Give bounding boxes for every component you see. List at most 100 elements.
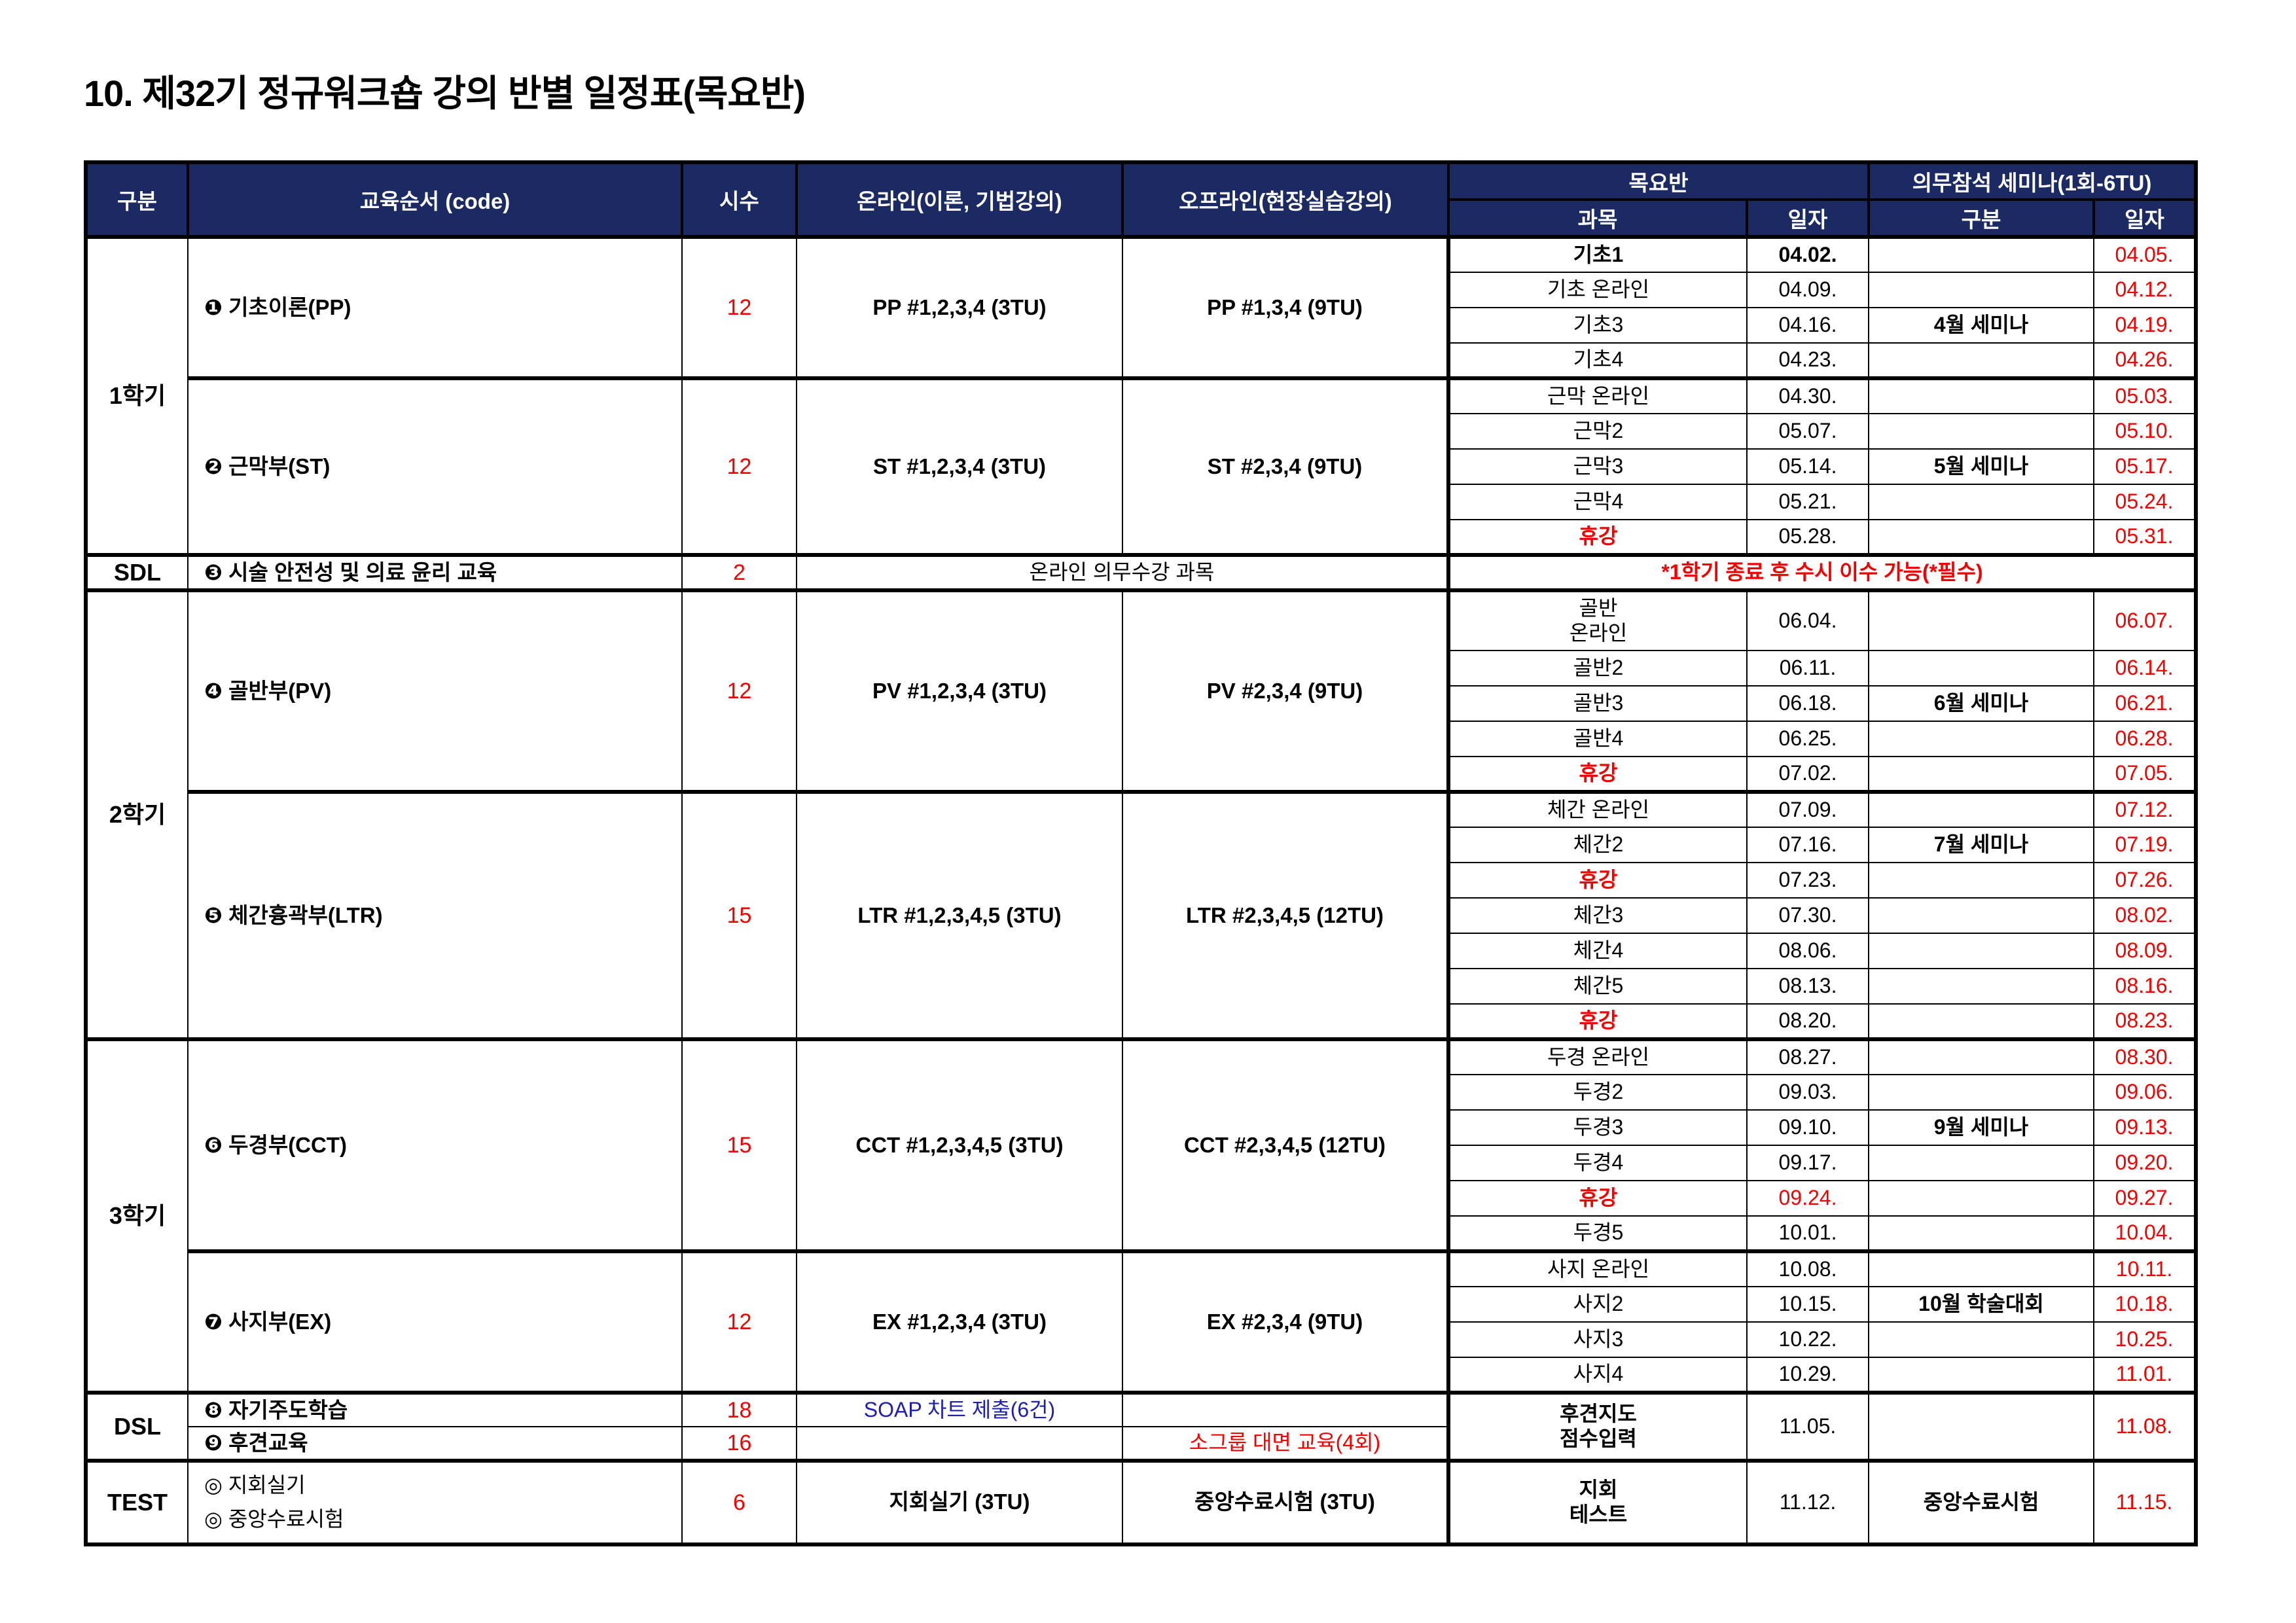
seminar-date-cell: 09.27.: [2093, 1180, 2197, 1217]
seminar-cell: [1868, 1215, 2094, 1252]
seminar-cell: [1868, 588, 2094, 651]
seminar-cell: [1868, 1391, 2094, 1461]
course-name-mentoring: ❾ 후견교육: [187, 1426, 683, 1461]
hours-ltr: 15: [681, 790, 797, 1040]
empty-cell: [796, 1426, 1123, 1461]
class-date-cell: 06.18.: [1746, 685, 1869, 722]
test-name-jihoe: ◎ 지회실기: [204, 1473, 306, 1497]
seminar-cell: [1868, 968, 2094, 1005]
subject-cell: 체간 온라인: [1446, 790, 1748, 828]
subject-cell: 기초3: [1446, 307, 1748, 344]
subject-cell: 근막3: [1446, 448, 1748, 485]
course-name-st: ❷ 근막부(ST): [187, 376, 683, 556]
class-date-cell: 04.30.: [1746, 376, 1869, 414]
header-row-1: 구분 교육순서 (code) 시수 온라인(이론, 기법강의) 오프라인(현장실…: [84, 161, 2197, 238]
subject-cell: 기초4: [1446, 342, 1748, 379]
row-geunmak3: 근막3 05.14. 5월 세미나 05.17.: [86, 448, 2197, 485]
seminar-cell: [1868, 1249, 2094, 1287]
empty-cell: [1122, 1391, 1449, 1427]
row-golban4: 골반4 06.25. 06.28.: [86, 721, 2197, 757]
row-geunmak-online: ❷ 근막부(ST) 12 ST #1,2,3,4 (3TU) ST #2,3,4…: [86, 376, 2197, 556]
seminar-date-cell: 08.02.: [2093, 897, 2197, 934]
hours-ex: 12: [681, 1249, 797, 1393]
course-name-sdl: ❸ 시술 안전성 및 의료 윤리 교육: [187, 553, 683, 591]
class-date-cell: 09.03.: [1746, 1074, 1869, 1111]
section-label-test: TEST: [85, 1459, 188, 1545]
row-chegan4: 체간4 08.06. 08.09.: [86, 933, 2197, 969]
subject-cell: 사지3: [1446, 1321, 1748, 1358]
seminar-date-cell: 04.12.: [2093, 272, 2197, 308]
class-date-cell: 07.30.: [1746, 897, 1869, 934]
seminar-cell: [1868, 1037, 2094, 1075]
section-label-dsl: DSL: [85, 1391, 188, 1461]
seminar-cell: 중앙수료시험: [1868, 1459, 2094, 1545]
schedule-table-container: 구분 교육순서 (code) 시수 온라인(이론, 기법강의) 오프라인(현장실…: [84, 160, 2198, 1546]
seminar-cell: [1868, 790, 2094, 828]
row-hyugang-4: 휴강 08.20. 08.23.: [86, 1003, 2197, 1040]
seminar-date-cell: 05.10.: [2093, 413, 2197, 450]
hours-test: 6: [681, 1459, 797, 1545]
class-date-cell: 04.16.: [1746, 307, 1869, 344]
class-date-cell: 10.22.: [1746, 1321, 1869, 1358]
online-ltr: LTR #1,2,3,4,5 (3TU): [796, 790, 1123, 1040]
section-label-sdl: SDL: [85, 553, 188, 591]
seminar-date-cell: 04.19.: [2093, 307, 2197, 344]
hours-pp: 12: [681, 235, 797, 379]
course-name-test: ◎ 지회실기 ◎ 중앙수료시험: [187, 1459, 683, 1545]
seminar-cell: [1868, 721, 2094, 757]
offline-mentoring: 소그룹 대면 교육(4회): [1122, 1426, 1449, 1461]
class-date-cell: 05.14.: [1746, 448, 1869, 485]
subject-cell: 사지 온라인: [1446, 1249, 1748, 1287]
row-chegan3: 체간3 07.30. 08.02.: [86, 897, 2197, 934]
online-pv: PV #1,2,3,4 (3TU): [796, 588, 1123, 793]
row-gicho4: 기초4 04.23. 04.26.: [86, 342, 2197, 379]
row-saji-online: ❼ 사지부(EX) 12 EX #1,2,3,4 (3TU) EX #2,3,4…: [86, 1249, 2197, 1393]
class-date-cell: 06.11.: [1746, 650, 1869, 687]
seminar-date-cell: 10.25.: [2093, 1321, 2197, 1358]
class-date-cell: 06.25.: [1746, 721, 1869, 757]
sdl-online-offline-cell: 온라인 의무수강 과목: [796, 553, 1449, 591]
subject-cell: 휴강: [1446, 1003, 1748, 1040]
class-date-cell: 04.02.: [1746, 235, 1869, 273]
row-saji4: 사지4 10.29. 11.01.: [86, 1357, 2197, 1393]
subject-cell: 휴강: [1446, 862, 1748, 899]
seminar-cell: [1868, 1180, 2094, 1217]
subject-cell: 체간4: [1446, 933, 1748, 969]
row-chegan5: 체간5 08.13. 08.16.: [86, 968, 2197, 1005]
online-self-study: SOAP 차트 제출(6건): [796, 1391, 1123, 1427]
online-test: 지회실기 (3TU): [796, 1459, 1123, 1545]
schedule-table: 구분 교육순서 (code) 시수 온라인(이론, 기법강의) 오프라인(현장실…: [84, 160, 2198, 1546]
sdl-note-cell: *1학기 종료 후 수시 이수 가능(*필수): [1446, 553, 2197, 591]
class-date-cell: 07.16.: [1746, 827, 1869, 863]
seminar-date-cell: 10.18.: [2093, 1286, 2197, 1323]
row-dugyeong2: 두경2 09.03. 09.06.: [86, 1074, 2197, 1111]
seminar-cell: 6월 세미나: [1868, 685, 2094, 722]
section-label-sem3: 3학기: [85, 1037, 188, 1393]
class-date-cell: 08.20.: [1746, 1003, 1869, 1040]
row-saji3: 사지3 10.22. 10.25.: [86, 1321, 2197, 1358]
course-name-pp: ❶ 기초이론(PP): [187, 235, 683, 379]
offline-ltr: LTR #2,3,4,5 (12TU): [1122, 790, 1449, 1040]
seminar-cell: [1868, 1074, 2094, 1111]
seminar-date-cell: 08.16.: [2093, 968, 2197, 1005]
seminar-date-cell: 09.06.: [2093, 1074, 2197, 1111]
class-date-cell: 07.09.: [1746, 790, 1869, 828]
class-date-cell: 08.13.: [1746, 968, 1869, 1005]
subject-cell: 근막2: [1446, 413, 1748, 450]
subject-cell: 체간2: [1446, 827, 1748, 863]
col-header-sem-group: 구분: [1867, 198, 2095, 238]
subject-cell: 두경3: [1446, 1109, 1748, 1146]
subject-cell: 두경2: [1446, 1074, 1748, 1111]
seminar-date-cell: 04.26.: [2093, 342, 2197, 379]
col-header-subject: 과목: [1447, 198, 1748, 238]
row-dugyeong-online: 3학기 ❻ 두경부(CCT) 15 CCT #1,2,3,4,5 (3TU) C…: [85, 1037, 2197, 1393]
course-name-ex: ❼ 사지부(EX): [187, 1249, 683, 1393]
class-date-cell: 07.02.: [1746, 756, 1869, 793]
seminar-date-cell: 11.08.: [2093, 1391, 2197, 1461]
seminar-date-cell: 06.14.: [2093, 650, 2197, 687]
seminar-date-cell: 10.11.: [2093, 1249, 2197, 1287]
seminar-date-cell: 05.17.: [2093, 448, 2197, 485]
subject-cell: 근막 온라인: [1446, 376, 1748, 414]
class-date-cell: 04.09.: [1746, 272, 1869, 308]
col-header-offline: 오프라인(현장실습강의): [1121, 161, 1450, 238]
